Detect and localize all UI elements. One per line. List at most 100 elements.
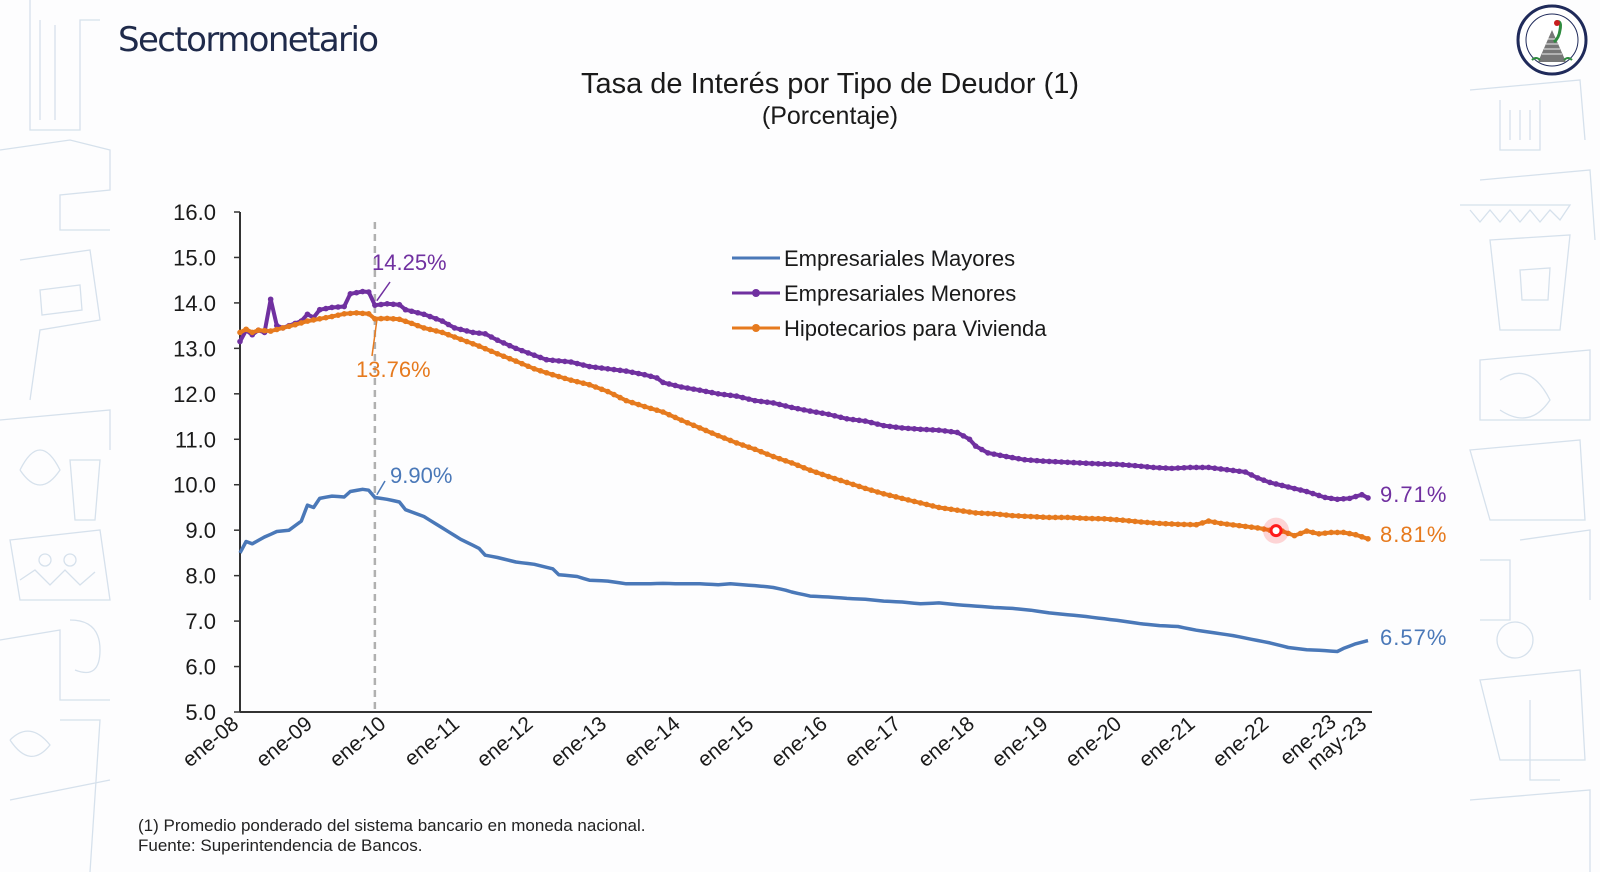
series-marker-1 <box>635 370 642 377</box>
series-marker-2 <box>310 317 317 323</box>
series-marker-2 <box>488 348 495 355</box>
y-tick-label: 6.0 <box>185 655 216 680</box>
series-marker-1 <box>666 381 672 387</box>
series-marker-1 <box>329 304 335 311</box>
x-tick-label: ene-21 <box>1135 712 1200 772</box>
series-marker-2 <box>513 358 519 364</box>
series-marker-2 <box>464 338 470 345</box>
series-marker-1 <box>813 409 820 415</box>
series-marker-1 <box>647 373 654 380</box>
series-marker-2 <box>1303 528 1310 534</box>
series-marker-1 <box>427 313 433 320</box>
series-marker-2 <box>592 384 599 390</box>
series-marker-1 <box>1070 459 1077 466</box>
series-marker-1 <box>764 399 771 405</box>
series-marker-1 <box>1126 462 1132 468</box>
series-marker-1 <box>555 358 562 364</box>
y-tick-label: 12.0 <box>173 382 216 407</box>
series-marker-1 <box>323 305 329 312</box>
series-marker-2 <box>1218 520 1224 527</box>
series-marker-2 <box>1095 515 1102 522</box>
series-marker-2 <box>1236 522 1243 529</box>
series-marker-1 <box>1169 465 1175 472</box>
end-value-label-0: 6.57% <box>1380 625 1447 650</box>
x-tick-label: ene-18 <box>914 712 979 772</box>
series-marker-1 <box>267 296 274 303</box>
y-tick-label: 10.0 <box>173 473 216 498</box>
series-marker-2 <box>341 311 348 317</box>
series-marker-2 <box>942 505 948 512</box>
series-marker-1 <box>549 357 556 364</box>
series-marker-1 <box>1260 477 1267 483</box>
series-marker-2 <box>654 407 660 413</box>
series-marker-1 <box>1365 495 1371 501</box>
series-marker-2 <box>844 479 850 486</box>
series-marker-2 <box>1260 526 1267 532</box>
series-marker-1 <box>1181 464 1187 471</box>
series-marker-2 <box>286 323 292 330</box>
series-marker-1 <box>1095 461 1102 467</box>
series-marker-1 <box>770 400 777 406</box>
series-marker-2 <box>887 492 893 499</box>
chart-subtitle: (Porcentaje) <box>761 102 899 130</box>
series-marker-1 <box>1236 468 1243 475</box>
series-marker-2 <box>365 311 372 317</box>
series-marker-1 <box>1316 492 1322 499</box>
x-tick-label: ene-17 <box>840 712 905 772</box>
series-marker-2 <box>292 321 298 328</box>
series-marker-2 <box>635 401 642 408</box>
series-marker-1 <box>911 426 918 432</box>
series-marker-2 <box>384 315 390 322</box>
series-marker-1 <box>917 426 924 433</box>
series-marker-2 <box>494 351 501 357</box>
series-marker-2 <box>709 430 715 436</box>
series-marker-1 <box>408 308 415 315</box>
series-marker-2 <box>1009 512 1016 519</box>
series-marker-2 <box>1028 513 1034 520</box>
series-marker-2 <box>1126 517 1132 524</box>
series-marker-2 <box>1089 515 1095 522</box>
series-marker-1 <box>721 391 728 398</box>
series-marker-2 <box>506 355 513 362</box>
series-marker-2 <box>414 322 421 329</box>
series-marker-2 <box>433 328 439 334</box>
series-marker-1 <box>488 334 495 340</box>
series-marker-2 <box>1169 521 1175 527</box>
series-marker-1 <box>335 304 341 310</box>
x-tick-label: ene-19 <box>988 712 1053 772</box>
series-marker-1 <box>1224 466 1230 473</box>
series-marker-2 <box>519 360 525 367</box>
series-marker-1 <box>1156 464 1163 471</box>
series-marker-1 <box>1310 490 1316 497</box>
series-marker-1 <box>531 352 538 358</box>
series-marker-2 <box>1150 520 1157 526</box>
series-marker-1 <box>372 302 378 308</box>
series-marker-1 <box>513 345 519 352</box>
series-marker-2 <box>733 440 740 446</box>
series-marker-2 <box>1132 518 1138 525</box>
series-marker-1 <box>1273 481 1279 487</box>
series-marker-2 <box>249 329 256 336</box>
series-marker-2 <box>923 501 930 508</box>
series-marker-2 <box>715 432 721 439</box>
series-marker-2 <box>911 498 918 505</box>
series-marker-2 <box>605 388 611 395</box>
series-marker-2 <box>261 327 268 334</box>
series-marker-1 <box>617 367 623 374</box>
series-marker-2 <box>696 425 703 431</box>
series-marker-2 <box>1077 515 1083 521</box>
y-tick-label: 8.0 <box>185 564 216 589</box>
x-tick-label: ene-11 <box>400 712 464 771</box>
section-title: Sectormonetario <box>118 20 379 60</box>
series-marker-1 <box>1162 465 1169 471</box>
series-marker-1 <box>1334 496 1341 503</box>
series-marker-2 <box>1070 514 1077 521</box>
x-tick-label: ene-22 <box>1208 712 1273 772</box>
x-tick-label: ene-12 <box>473 712 538 772</box>
series-marker-1 <box>739 394 746 401</box>
series-marker-2 <box>439 329 446 336</box>
series-marker-1 <box>1211 465 1218 472</box>
series-marker-2 <box>1224 521 1230 527</box>
series-marker-2 <box>850 481 856 488</box>
series-marker-1 <box>1254 475 1261 481</box>
